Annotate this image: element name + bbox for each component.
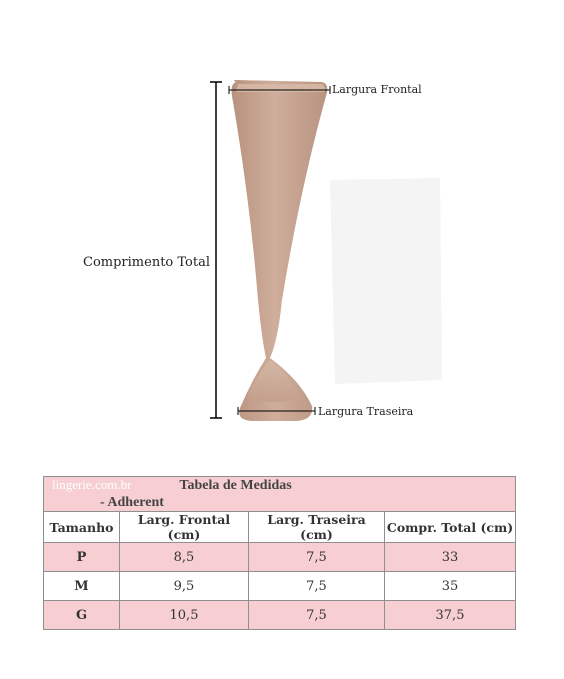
size-cell: G [43,600,120,630]
col-header-back-width: Larg. Traseira (cm) [248,511,385,543]
front-width-label: Largura Frontal [332,83,422,96]
background-ghost-shape [330,178,442,384]
total-length-cell: 37,5 [384,600,516,630]
total-length-label: Comprimento Total [83,255,210,270]
size-table-container: lingerie.com.br Tabela de Medidas - Adher… [43,476,516,630]
front-width-cell: 10,5 [119,600,249,630]
table-header-row: Tamanho Larg. Frontal (cm) Larg. Traseir… [43,511,516,543]
size-cell: M [43,571,120,601]
back-width-cell: 7,5 [248,542,385,572]
brand-watermark: lingerie.com.br Tabela de Medidas - Adher… [43,476,292,512]
table-row: M 9,5 7,5 35 [43,571,516,601]
col-header-front-width: Larg. Frontal (cm) [119,511,249,543]
col-header-total-length: Compr. Total (cm) [384,511,516,543]
garment-bottom-panel [248,360,302,402]
size-cell: P [43,542,120,572]
size-table: lingerie.com.br Tabela de Medidas - Adher… [43,476,516,630]
brand-text: lingerie.com.br [52,477,132,492]
table-title: Tabela de Medidas - Adherent [100,478,292,510]
back-width-cell: 7,5 [248,571,385,601]
back-width-label: Largura Traseira [318,405,414,418]
total-length-cell: 33 [384,542,516,572]
garment-shape [231,80,328,421]
front-width-cell: 8,5 [119,542,249,572]
product-measurement-figure: Largura Frontal Largura Traseira Comprim… [83,80,442,421]
back-width-cell: 7,5 [248,600,385,630]
col-header-size: Tamanho [43,511,120,543]
garment-top-band [236,84,325,92]
front-width-cell: 9,5 [119,571,249,601]
table-title-row: lingerie.com.br Tabela de Medidas - Adher… [43,476,516,512]
table-row: G 10,5 7,5 37,5 [43,600,516,630]
product-diagram [210,80,442,421]
total-length-cell: 35 [384,571,516,601]
table-row: P 8,5 7,5 33 [43,542,516,572]
